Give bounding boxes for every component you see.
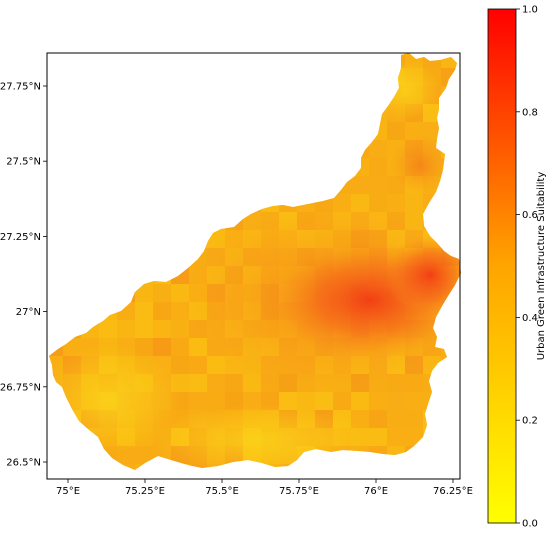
raster-tile	[369, 410, 387, 428]
x-tick-label: 76°E	[364, 486, 388, 497]
raster-tile	[459, 266, 461, 284]
raster-tile	[423, 122, 441, 140]
raster-tile	[459, 194, 461, 212]
raster-hot-east	[385, 235, 461, 315]
raster-tile	[459, 86, 461, 104]
raster-tile	[387, 194, 405, 212]
raster-tile	[387, 392, 405, 410]
raster-tile	[351, 392, 369, 410]
raster-tile	[459, 284, 461, 302]
colorbar-label: Urban Green Infrastructure Suitability	[536, 172, 547, 361]
raster-tile	[459, 392, 461, 410]
y-tick-label: 27.5°N	[6, 157, 41, 168]
y-tick-label: 27.25°N	[0, 232, 41, 243]
colorbar-tick-label: 1.0	[522, 5, 538, 16]
raster-tile	[459, 158, 461, 176]
raster-tile	[459, 212, 461, 230]
colorbar	[487, 8, 517, 524]
colorbar-tick-label: 0.4	[522, 313, 538, 324]
map-frame-border	[46, 52, 461, 480]
raster-tile	[459, 320, 461, 338]
raster-tile	[99, 320, 117, 338]
raster-tile	[207, 392, 225, 410]
x-tick-label: 75.25°E	[125, 486, 165, 497]
raster-tile	[459, 464, 461, 470]
raster-tile	[387, 122, 405, 140]
raster-tile	[459, 338, 461, 356]
raster-tile	[405, 410, 423, 428]
x-tick-label: 75°E	[56, 486, 80, 497]
raster-tile	[459, 53, 461, 68]
raster-tile	[153, 284, 171, 302]
raster-tile	[117, 320, 135, 338]
raster-tile	[207, 374, 225, 392]
raster-tile	[369, 176, 387, 194]
raster-tile	[153, 338, 171, 356]
raster-tile	[279, 392, 297, 410]
colorbar-tick-label: 0.2	[522, 416, 538, 427]
raster-tile	[459, 140, 461, 158]
raster-tile	[135, 446, 153, 464]
raster-tile	[369, 194, 387, 212]
raster-tile	[405, 428, 423, 446]
raster-tile	[189, 356, 207, 374]
raster-tile	[135, 284, 153, 302]
raster-tile	[459, 428, 461, 446]
raster-tile	[459, 68, 461, 86]
raster-tile	[369, 428, 387, 446]
raster-tile	[351, 176, 369, 194]
raster-warm-north	[390, 135, 450, 195]
raster-tile	[333, 392, 351, 410]
x-tick-label: 75.75°E	[279, 486, 319, 497]
y-tick-label: 27°N	[16, 307, 41, 318]
raster-tile	[459, 230, 461, 248]
raster-tile	[459, 104, 461, 122]
raster-tile	[135, 320, 153, 338]
raster-tile	[171, 338, 189, 356]
colorbar-tick-label: 0.8	[522, 107, 538, 118]
raster-tile	[459, 176, 461, 194]
x-tick-label: 75.5°E	[205, 486, 239, 497]
raster-tile	[459, 446, 461, 464]
y-tick-label: 26.75°N	[0, 382, 41, 393]
colorbar-tick-label: 0.6	[522, 210, 538, 221]
y-tick-label: 26.5°N	[6, 458, 41, 469]
raster-tile	[369, 140, 387, 158]
raster-tile	[387, 428, 405, 446]
raster-tile	[459, 122, 461, 140]
colorbar-ticks: 1.0 0.8 0.6 0.4 0.2 0.0	[516, 5, 538, 530]
raster-tile	[459, 410, 461, 428]
x-axis-ticks: 75°E 75.25°E 75.5°E 75.75°E 76°E 76.25°E	[56, 479, 473, 497]
y-axis-ticks: 27.75°N 27.5°N 27.25°N 27°N 26.75°N 26.5°N	[0, 82, 47, 469]
raster-tile	[189, 392, 207, 410]
raster-tile	[171, 320, 189, 338]
raster-tile	[225, 392, 243, 410]
raster-tile	[135, 302, 153, 320]
raster-tile	[387, 410, 405, 428]
raster-tile	[405, 194, 423, 212]
raster-tile	[405, 392, 423, 410]
raster-tile	[153, 320, 171, 338]
raster-tile	[189, 374, 207, 392]
raster-tile	[369, 158, 387, 176]
raster-tile	[369, 392, 387, 410]
colorbar-tick-label: 0.0	[522, 519, 538, 530]
raster-tile	[171, 356, 189, 374]
raster-tile	[153, 302, 171, 320]
raster-tile	[459, 374, 461, 392]
raster-tile	[459, 356, 461, 374]
x-tick-label: 76.25°E	[433, 486, 473, 497]
raster-tile	[459, 302, 461, 320]
y-tick-label: 27.75°N	[0, 82, 41, 93]
raster-tile	[225, 374, 243, 392]
raster-tile	[459, 248, 461, 266]
raster-tile	[315, 392, 333, 410]
raster-tile	[297, 392, 315, 410]
